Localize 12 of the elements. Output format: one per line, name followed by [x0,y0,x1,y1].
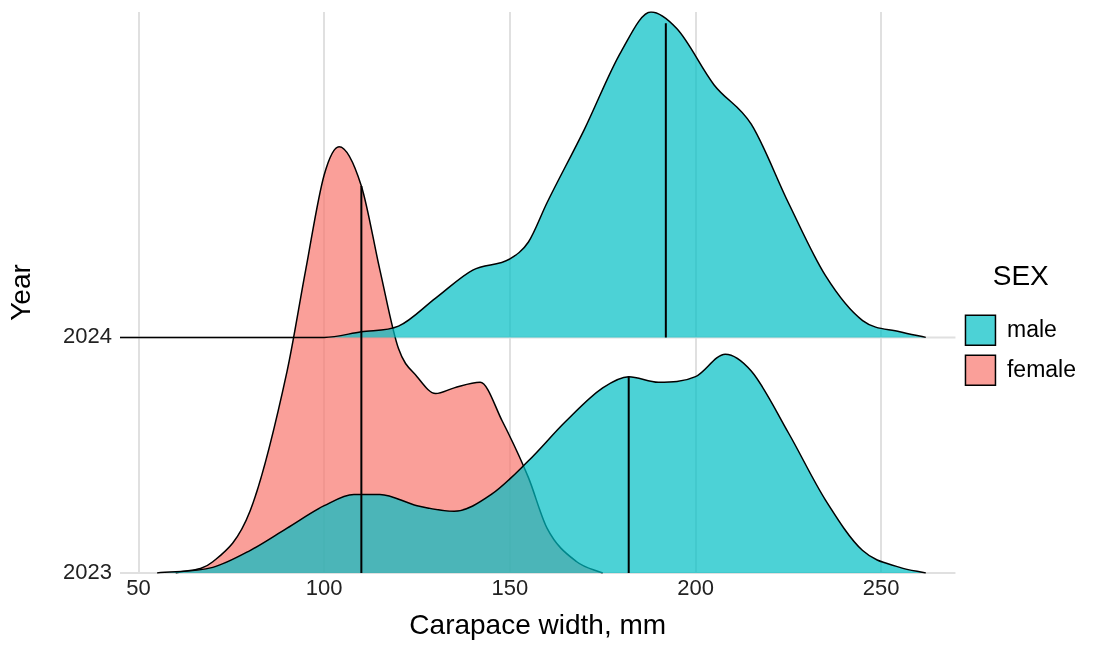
x-tick-label: 200 [677,575,714,601]
legend-label: male [1006,315,1057,342]
x-tick-label: 100 [305,575,343,601]
y-axis-title: Year [4,264,36,321]
legend-label: female [1006,355,1077,382]
text: 2024 [63,323,112,349]
x-axis-title: Carapace width, mm [409,608,667,640]
legend-title: SEX [992,260,1050,292]
x-tick-label: 150 [491,575,529,601]
text: 2023 [63,559,112,585]
x-tick-label: 50 [126,575,151,601]
x-tick-label: 250 [862,575,900,601]
